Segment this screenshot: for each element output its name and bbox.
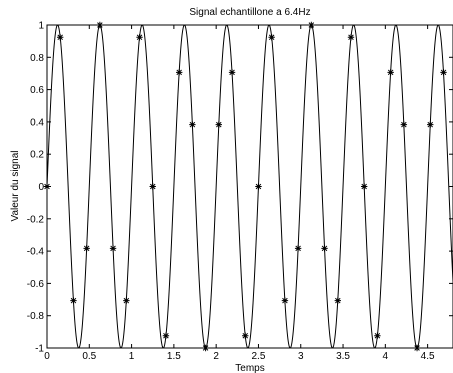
- sample-point: [387, 69, 394, 76]
- x-axis-label: Temps: [235, 363, 264, 373]
- sample-point: [109, 245, 117, 252]
- sample-point: [334, 297, 341, 304]
- sample-point: [83, 245, 90, 252]
- sample-point: [70, 297, 77, 304]
- sample-point: [56, 34, 64, 41]
- x-tick-label: 2: [213, 351, 219, 362]
- sample-point: [321, 245, 328, 252]
- sample-point: [360, 183, 368, 190]
- sample-point: [268, 34, 275, 41]
- y-tick-label: -0.6: [27, 279, 45, 290]
- sample-point: [123, 297, 130, 304]
- y-tick-label: 0.8: [30, 53, 44, 64]
- x-tick-label: 2.5: [252, 351, 266, 362]
- x-tick-label: 1: [129, 351, 135, 362]
- sample-point: [281, 297, 289, 304]
- y-tick-label: -0.4: [27, 247, 45, 258]
- y-tick-label: -1: [35, 344, 44, 355]
- sample-point: [347, 34, 355, 41]
- y-tick-label: -0.2: [27, 214, 45, 225]
- x-tick-label: 3: [298, 351, 304, 362]
- y-tick-label: 0: [38, 182, 44, 193]
- series-line-signal: [46, 24, 453, 349]
- plot-area: [43, 21, 453, 352]
- sample-point: [294, 245, 302, 252]
- axis-ticks: 0 0.5 1 1.5 2 2.5 3 3.5 4 4.5 -1 -0.8 -0.6 -0.4 -0.2 0 0…: [27, 21, 453, 362]
- sample-point: [427, 121, 434, 128]
- y-tick-label: -0.8: [27, 311, 45, 322]
- sample-point: [176, 69, 183, 76]
- x-tick-label: 0: [44, 351, 50, 362]
- sample-point: [136, 34, 143, 41]
- sample-point: [255, 183, 262, 190]
- sample-point: [162, 332, 170, 339]
- sample-point: [242, 332, 249, 339]
- y-tick-label: 1: [38, 21, 44, 32]
- x-tick-label: 0.5: [82, 351, 96, 362]
- y-tick-label: 0.2: [30, 150, 44, 161]
- sample-point: [149, 183, 156, 190]
- y-tick-label: 0.6: [30, 85, 44, 96]
- y-axis-label: Valeur du signal: [10, 151, 21, 222]
- sample-point: [189, 121, 196, 128]
- sample-point: [215, 121, 222, 128]
- x-tick-label: 1.5: [167, 351, 181, 362]
- x-tick-label: 3.5: [336, 351, 350, 362]
- sample-point: [440, 69, 447, 76]
- chart-title: Signal echantillone a 6.4Hz: [189, 7, 310, 18]
- x-tick-label: 4.5: [421, 351, 435, 362]
- sample-point: [228, 69, 236, 76]
- y-tick-label: 0.4: [30, 117, 44, 128]
- sample-point: [400, 121, 408, 128]
- x-tick-label: 4: [383, 351, 389, 362]
- sample-point: [374, 332, 381, 339]
